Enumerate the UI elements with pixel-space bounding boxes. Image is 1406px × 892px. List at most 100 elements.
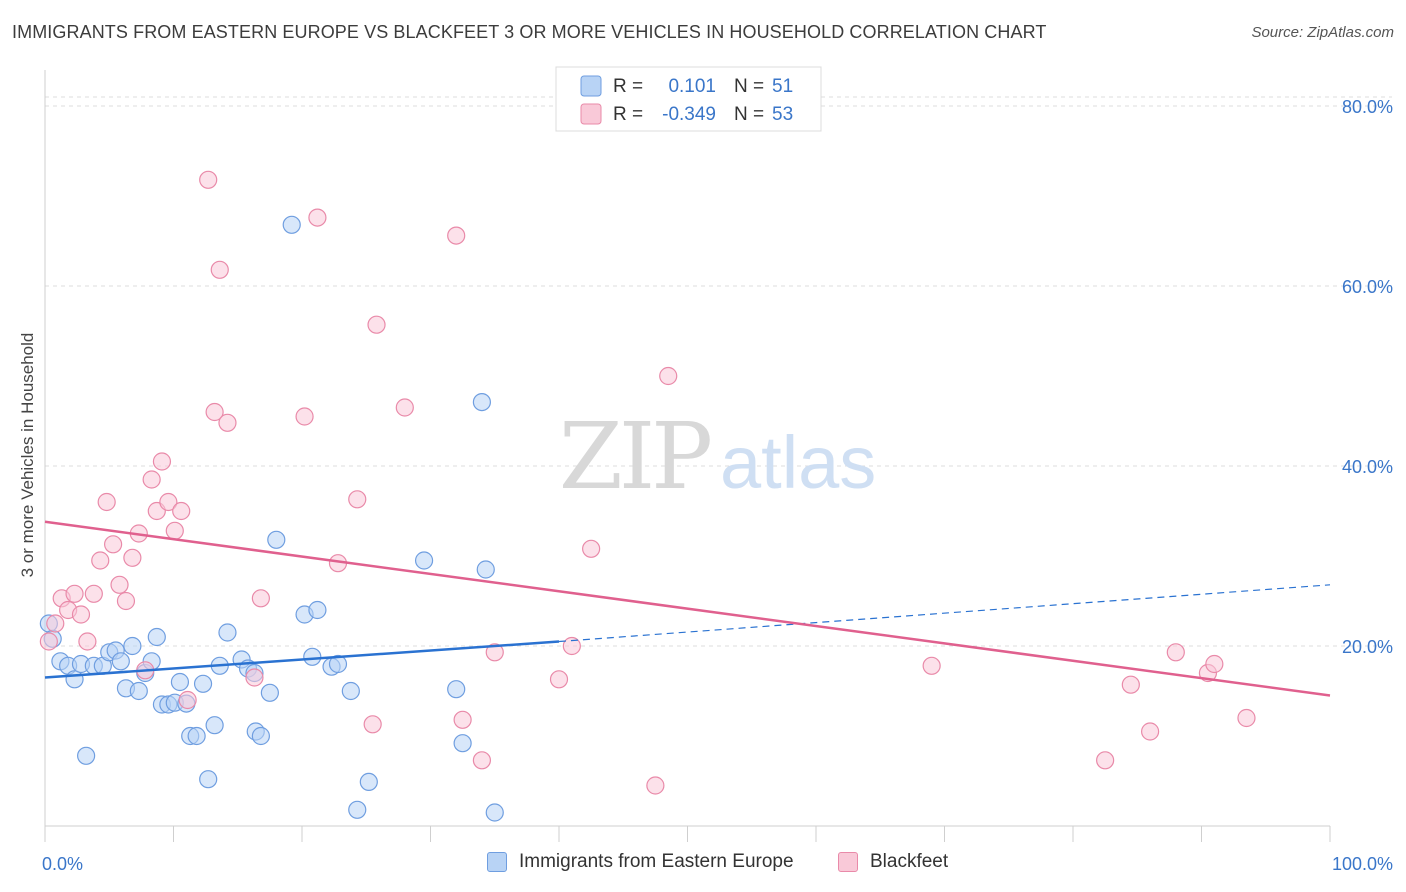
stats-r-value: -0.349	[662, 104, 716, 125]
point-pink	[251, 589, 270, 608]
point-pink	[104, 535, 123, 554]
point-pink	[78, 632, 97, 651]
legend-label-pink: Blackfeet	[870, 851, 949, 872]
point-pink	[46, 614, 65, 633]
y-tick-label: 60.0%	[1342, 277, 1393, 297]
legend-item-blue: Immigrants from Eastern Europe	[487, 851, 794, 873]
bottom-legend: Immigrants from Eastern Europe Blackfeet	[0, 851, 1406, 879]
point-pink	[453, 710, 472, 729]
watermark-atlas: atlas	[720, 421, 876, 504]
point-blue	[65, 670, 84, 689]
point-blue	[123, 636, 142, 656]
y-tick-label: 40.0%	[1342, 457, 1393, 477]
y-tick-label: 20.0%	[1342, 637, 1393, 657]
point-pink	[110, 575, 129, 594]
point-pink	[159, 492, 178, 512]
point-blue	[251, 726, 270, 746]
trend-line-blue-dashed	[558, 584, 1331, 643]
stats-n-value: 53	[772, 104, 793, 125]
point-blue	[485, 803, 504, 822]
point-pink	[65, 584, 84, 603]
point-pink	[172, 501, 191, 521]
point-pink	[39, 632, 58, 651]
point-pink	[152, 452, 172, 471]
trend-line-blue	[44, 640, 560, 679]
point-blue	[205, 716, 224, 735]
grid	[45, 96, 1392, 647]
x-tick-label: 0.0%	[42, 854, 83, 874]
legend-swatch-blue	[487, 852, 507, 872]
point-blue	[282, 215, 301, 234]
point-pink	[549, 670, 569, 689]
point-pink	[1121, 675, 1140, 694]
point-pink	[199, 170, 218, 189]
stats-n-label: N =	[734, 76, 764, 97]
point-pink	[123, 548, 142, 567]
tick-labels: 20.0% 40.0% 60.0% 80.0% 0.0% 100.0%	[42, 97, 1393, 874]
point-pink	[922, 656, 941, 675]
point-pink	[1096, 751, 1115, 770]
point-pink	[646, 776, 665, 795]
point-blue	[453, 734, 472, 753]
legend-swatch-pink	[838, 852, 858, 872]
stats-r-label: R =	[613, 104, 643, 125]
watermark-zip: ZIP	[559, 403, 710, 510]
point-pink	[218, 413, 237, 432]
stats-swatch-blue	[580, 75, 602, 97]
point-blue	[303, 647, 322, 666]
point-pink	[91, 551, 110, 570]
point-pink	[582, 539, 601, 558]
point-blue	[218, 623, 237, 642]
point-pink	[348, 490, 367, 509]
point-pink	[210, 260, 229, 279]
y-tick-label: 80.0%	[1342, 97, 1393, 117]
point-pink	[395, 398, 414, 417]
stats-legend: R = 0.101 N = 51 R = -0.349 N = 53	[555, 66, 822, 132]
point-pink	[447, 226, 466, 245]
point-blue	[199, 770, 218, 789]
point-blue	[472, 393, 491, 412]
point-pink	[205, 402, 224, 422]
x-tick-label: 100.0%	[1332, 854, 1393, 874]
point-pink	[485, 643, 504, 662]
axes	[44, 70, 1331, 842]
point-blue	[308, 600, 327, 620]
point-blue	[260, 683, 279, 702]
point-blue	[267, 530, 286, 549]
legend-item-pink: Blackfeet	[838, 851, 948, 873]
point-pink	[1140, 722, 1160, 741]
point-blue	[359, 772, 378, 792]
point-blue	[476, 560, 495, 579]
watermark: ZIP atlas	[559, 403, 876, 510]
point-blue	[447, 680, 466, 699]
stats-r-value: 0.101	[668, 76, 716, 97]
point-pink	[1166, 643, 1185, 662]
point-pink	[71, 605, 91, 624]
point-pink	[363, 715, 382, 734]
point-blue	[187, 726, 206, 746]
point-blue	[341, 681, 360, 701]
legend-label-blue: Immigrants from Eastern Europe	[519, 851, 794, 872]
chart-title: IMMIGRANTS FROM EASTERN EUROPE VS BLACKF…	[12, 22, 1047, 42]
data-points	[39, 170, 1256, 822]
trend-line-pink	[44, 520, 1331, 697]
point-pink	[308, 208, 327, 227]
source-label: Source: ZipAtlas.com	[1251, 24, 1394, 41]
point-pink	[659, 366, 678, 386]
point-pink	[295, 407, 314, 426]
point-pink	[1205, 654, 1224, 674]
point-pink	[245, 668, 264, 687]
stats-n-value: 51	[772, 76, 793, 97]
point-blue	[170, 672, 190, 692]
point-pink	[472, 751, 491, 770]
point-pink	[178, 690, 197, 710]
stats-n-label: N =	[734, 104, 764, 125]
point-pink	[367, 315, 386, 334]
point-blue	[193, 674, 213, 693]
point-pink	[116, 591, 136, 611]
point-pink	[562, 636, 581, 656]
point-blue	[147, 627, 166, 647]
point-pink	[97, 492, 116, 512]
point-pink	[165, 521, 184, 540]
